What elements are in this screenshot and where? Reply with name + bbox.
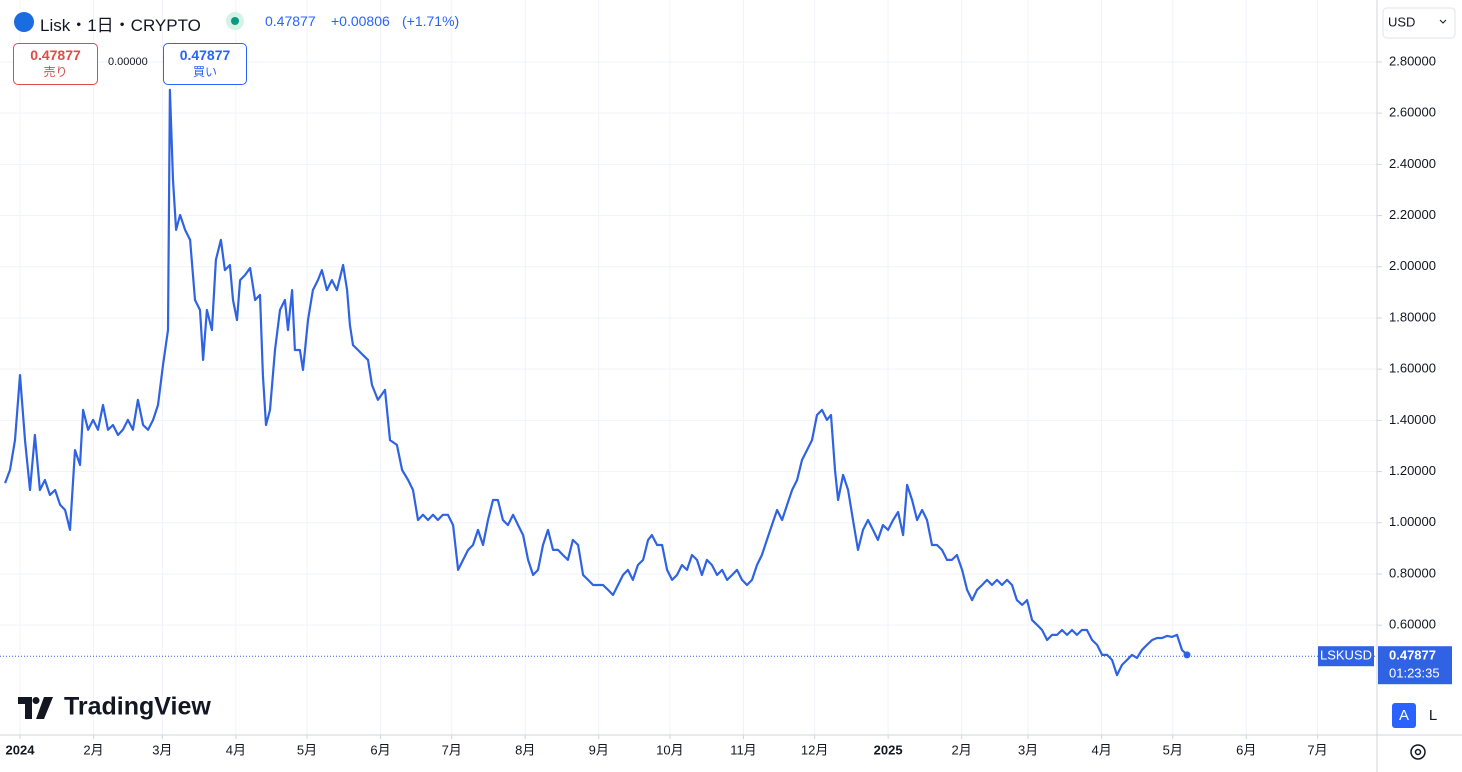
spread: 0.00000 <box>108 56 148 68</box>
y-tick-label: 1.00000 <box>1389 514 1436 529</box>
x-tick-label: 6月 <box>370 742 390 757</box>
last-price-label: 0.47877 <box>1389 648 1436 663</box>
auto-scale-button[interactable] <box>1392 703 1416 728</box>
gear-outer[interactable] <box>1410 744 1426 760</box>
price-line <box>4 88 1188 677</box>
x-tick-label: 2月 <box>83 742 103 757</box>
x-tick-label: 2月 <box>952 742 972 757</box>
sell-label[interactable]: 売り <box>43 65 68 79</box>
x-tick-label: 6月 <box>1236 742 1256 757</box>
sell-price[interactable]: 0.47877 <box>30 47 81 63</box>
dropdown-caret[interactable] <box>1439 19 1447 24</box>
logo-text: TradingView <box>64 693 211 721</box>
y-tick-label: 1.20000 <box>1389 463 1436 478</box>
x-tick-label: 9月 <box>589 742 609 757</box>
y-tick-label: 0.60000 <box>1389 617 1436 632</box>
header-change-pct: (+1.71%) <box>402 13 460 29</box>
currency-dropdown[interactable] <box>1382 7 1456 39</box>
y-tick-label: 1.40000 <box>1389 412 1436 427</box>
x-tick-label: 2025 <box>874 742 903 757</box>
x-tick-label: 4月 <box>1091 742 1111 757</box>
last-price-tag <box>1378 646 1452 685</box>
y-tick-label: 2.00000 <box>1389 258 1436 273</box>
symbol-icon <box>14 12 34 32</box>
y-tick-label: 2.20000 <box>1389 207 1436 222</box>
symbol-title: Lisk・1日・CRYPTO <box>40 16 201 35</box>
settings-icon[interactable] <box>1410 744 1426 760</box>
x-tick-label: 2024 <box>6 742 36 757</box>
x-tick-label: 4月 <box>226 742 246 757</box>
countdown-label: 01:23:35 <box>1389 666 1440 681</box>
x-tick-label: 5月 <box>297 742 317 757</box>
x-tick-label: 11月 <box>730 742 757 757</box>
symbol-tag-label: LSKUSD <box>1320 648 1372 663</box>
x-tick-label: 8月 <box>515 742 535 757</box>
symbol-tag <box>1318 646 1374 667</box>
x-tick-label: 3月 <box>152 742 172 757</box>
currency-label[interactable]: USD <box>1388 14 1415 29</box>
tv-logo: TradingView <box>18 693 211 721</box>
last-point <box>1183 651 1191 659</box>
buy-label[interactable]: 買い <box>192 65 217 79</box>
header-price: 0.47877 <box>265 13 316 29</box>
x-tick-label: 7月 <box>1307 742 1327 757</box>
header-change: +0.00806 <box>331 13 390 29</box>
x-tick-label: 7月 <box>442 742 462 757</box>
x-tick-label: 3月 <box>1018 742 1038 757</box>
buy-button[interactable]: 0.47877 買い <box>163 43 247 85</box>
x-tick-label: 5月 <box>1163 742 1183 757</box>
logo-glyph <box>18 697 53 719</box>
y-tick-label: 0.80000 <box>1389 565 1436 580</box>
y-tick-label: 1.80000 <box>1389 309 1436 324</box>
y-tick-label: 1.60000 <box>1389 361 1436 376</box>
x-tick-label: 10月 <box>656 742 683 757</box>
x-tick-label: 12月 <box>801 742 828 757</box>
gear-inner[interactable] <box>1414 748 1422 756</box>
y-tick-label: 2.60000 <box>1389 105 1436 120</box>
y-tick-label: 2.80000 <box>1389 53 1436 68</box>
buy-price[interactable]: 0.47877 <box>179 47 231 63</box>
auto-scale-label[interactable]: A <box>1399 707 1409 724</box>
y-tick-label: 2.40000 <box>1389 156 1436 171</box>
sell-button[interactable]: 0.47877 売り <box>13 43 98 85</box>
log-scale-label[interactable]: L <box>1429 707 1437 724</box>
status-dot <box>231 17 239 25</box>
